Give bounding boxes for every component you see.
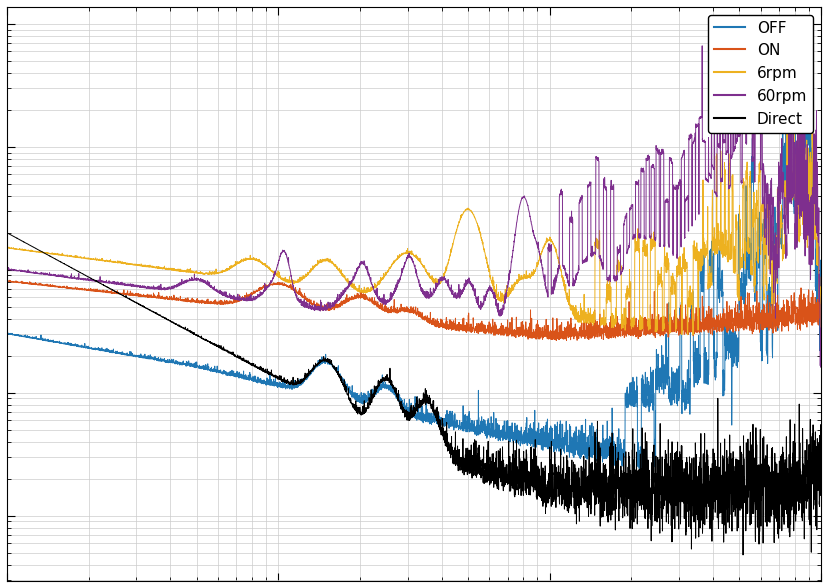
60rpm <box>815 325 825 332</box>
6rpm <box>531 263 541 270</box>
Line: ON: ON <box>7 277 820 340</box>
OFF <box>150 355 160 362</box>
6rpm <box>490 287 500 294</box>
OFF <box>531 434 541 441</box>
6rpm <box>671 325 681 332</box>
Line: 60rpm: 60rpm <box>7 38 820 367</box>
Line: OFF: OFF <box>7 33 820 470</box>
60rpm <box>313 305 323 312</box>
OFF <box>490 427 500 434</box>
Direct <box>609 472 619 479</box>
Direct <box>150 309 160 316</box>
ON <box>2 278 12 285</box>
ON <box>531 330 541 338</box>
OFF <box>815 333 825 340</box>
6rpm <box>150 263 160 270</box>
60rpm <box>490 292 500 299</box>
Direct <box>2 229 12 236</box>
Line: Direct: Direct <box>7 233 820 555</box>
Direct <box>490 472 500 479</box>
ON <box>561 337 571 344</box>
Direct <box>737 552 747 559</box>
6rpm <box>783 69 793 76</box>
ON <box>814 273 824 280</box>
OFF <box>2 330 12 337</box>
Legend: OFF, ON, 6rpm, 60rpm, Direct: OFF, ON, 6rpm, 60rpm, Direct <box>707 15 812 133</box>
Direct <box>671 460 681 467</box>
6rpm <box>815 335 825 342</box>
OFF <box>313 359 323 366</box>
Direct <box>815 470 825 477</box>
6rpm <box>2 244 12 251</box>
60rpm <box>671 183 681 190</box>
ON <box>815 312 825 319</box>
ON <box>150 294 160 301</box>
ON <box>313 304 323 311</box>
ON <box>490 324 500 331</box>
60rpm <box>150 283 160 290</box>
Direct <box>531 494 541 501</box>
OFF <box>791 29 801 36</box>
ON <box>609 330 619 337</box>
6rpm <box>815 345 825 352</box>
OFF <box>609 440 619 447</box>
Line: 6rpm: 6rpm <box>7 73 820 348</box>
60rpm <box>609 277 619 284</box>
6rpm <box>313 260 323 267</box>
ON <box>671 311 681 318</box>
60rpm <box>815 363 825 370</box>
OFF <box>634 466 644 473</box>
60rpm <box>531 239 541 246</box>
Direct <box>313 360 323 368</box>
6rpm <box>609 321 619 328</box>
60rpm <box>744 35 754 42</box>
60rpm <box>2 266 12 273</box>
OFF <box>671 395 681 402</box>
